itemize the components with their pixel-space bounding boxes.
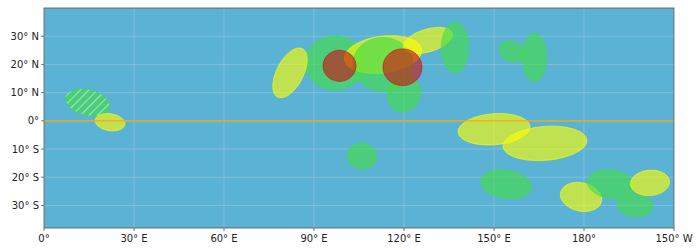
tick-label: 10° N <box>11 87 39 98</box>
tick-label: 30° E <box>120 233 147 244</box>
plot-frame <box>44 8 674 228</box>
tick-label: 120° E <box>387 233 421 244</box>
tick-mark <box>41 177 44 178</box>
ellipse <box>347 143 377 169</box>
tick-mark <box>41 120 44 121</box>
tick-label: 180° <box>572 233 596 244</box>
grid-line <box>44 36 674 37</box>
ellipse <box>273 48 307 98</box>
ellipse <box>631 170 670 195</box>
tick-label: 20° S <box>12 172 39 183</box>
ellipse <box>587 170 635 199</box>
ellipse <box>481 170 531 199</box>
tick-label: 90° E <box>300 233 327 244</box>
tick-label: 0° <box>28 115 39 126</box>
grid-line <box>224 8 225 228</box>
grid-line <box>44 92 674 93</box>
tick-mark <box>44 228 45 231</box>
tick-label: 10° S <box>12 144 39 155</box>
plot-background <box>44 8 674 228</box>
tick-label: 20° N <box>11 59 39 70</box>
ellipse <box>617 194 653 217</box>
tick-mark <box>41 36 44 37</box>
ellipse <box>503 126 587 160</box>
ellipse <box>523 33 547 81</box>
grid-line <box>314 8 315 228</box>
tick-mark <box>41 92 44 93</box>
tick-mark <box>404 228 405 231</box>
ellipse <box>442 22 469 73</box>
grid-line <box>44 177 674 178</box>
tick-mark <box>494 228 495 231</box>
tick-label: 0° <box>38 233 49 244</box>
tick-label: 150° W <box>655 233 692 244</box>
grid-line <box>134 8 135 228</box>
tick-label: 150° E <box>477 233 511 244</box>
tick-mark <box>134 228 135 231</box>
ellipse <box>499 41 525 62</box>
reference-line <box>44 120 674 121</box>
tick-label: 30° S <box>12 200 39 211</box>
ellipse <box>65 89 109 116</box>
tick-label: 30° N <box>11 31 39 42</box>
ellipse <box>95 114 125 131</box>
ellipse <box>323 50 356 81</box>
tick-mark <box>41 205 44 206</box>
tick-label: 60° E <box>210 233 237 244</box>
ellipse <box>383 49 422 86</box>
tick-mark <box>224 228 225 231</box>
tick-mark <box>674 228 675 231</box>
tick-mark <box>314 228 315 231</box>
chart: 0° 30° E 60° E 90° E 120° E 150° E 180° 150° W 3… <box>0 0 698 250</box>
tick-mark <box>41 64 44 65</box>
grid-line <box>44 120 674 121</box>
plot-area <box>44 8 674 228</box>
tick-mark <box>41 149 44 150</box>
tick-mark <box>584 228 585 231</box>
ellipse-hatch <box>65 89 109 116</box>
